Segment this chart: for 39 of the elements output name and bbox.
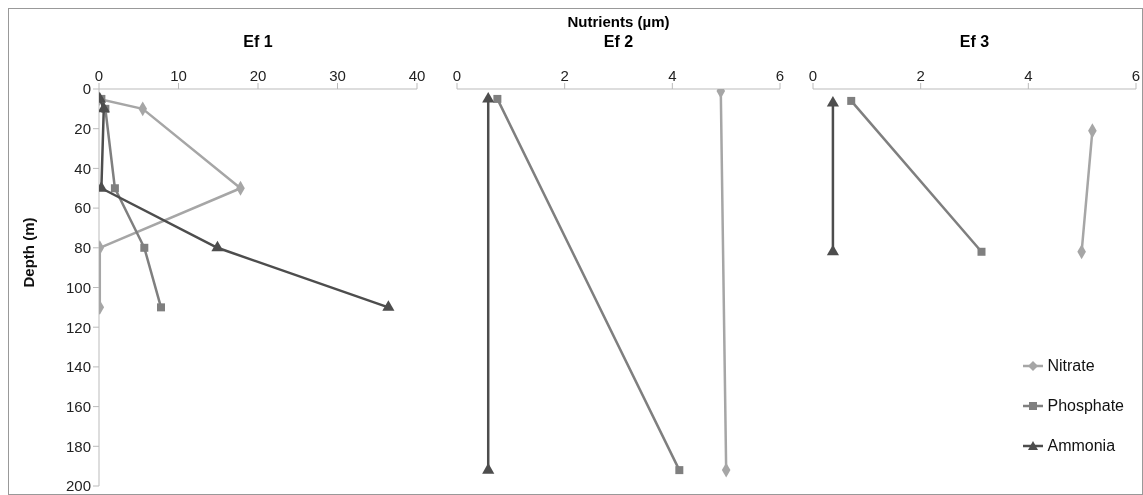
x-tick-label: 6: [775, 67, 785, 84]
point: [977, 247, 986, 256]
point: [382, 300, 395, 311]
x-tick-label: 2: [916, 67, 925, 84]
y-tick-label: 60: [74, 199, 91, 217]
y-tick-label: 160: [65, 397, 91, 415]
chart-title: Ef 1: [242, 33, 274, 51]
legend-label: Ammonia: [1047, 437, 1116, 455]
x-tick-label: 0: [808, 67, 818, 84]
legend-label: Phosphate: [1047, 397, 1124, 415]
x-tick-label: 4: [1024, 67, 1033, 84]
point: [140, 243, 149, 252]
y-tick-label: 80: [74, 239, 91, 257]
x-tick-label: 40: [408, 67, 426, 84]
y-tick-label: 180: [65, 437, 91, 455]
x-tick-label: 4: [668, 67, 677, 84]
y-tick-label: 120: [65, 318, 91, 336]
point: [847, 96, 856, 105]
y-axis-title: Depth (m): [20, 217, 38, 288]
y-tick-label: 100: [65, 278, 91, 296]
y-tick-label: 140: [65, 358, 91, 376]
chart-title: Ef 2: [602, 33, 635, 51]
x-tick-label: 10: [170, 67, 187, 84]
point: [110, 184, 119, 193]
y-tick-label: 20: [74, 120, 91, 138]
y-tick-label: 40: [74, 159, 91, 177]
x-tick-label: 20: [249, 67, 267, 84]
legend-label: Nitrate: [1047, 357, 1095, 375]
x-tick-label: 0: [94, 67, 104, 84]
y-tick-label: 0: [82, 80, 91, 98]
x-tick-label: 30: [329, 67, 346, 84]
y-tick-label: 200: [65, 477, 91, 495]
point: [211, 240, 224, 252]
x-axis-title: Nutrients (µm): [566, 13, 671, 30]
chart-title: Ef 3: [958, 33, 991, 51]
x-tick-label: 2: [560, 67, 569, 84]
x-tick-label: 0: [452, 67, 462, 84]
point: [157, 303, 166, 312]
x-tick-label: 6: [1131, 67, 1141, 84]
